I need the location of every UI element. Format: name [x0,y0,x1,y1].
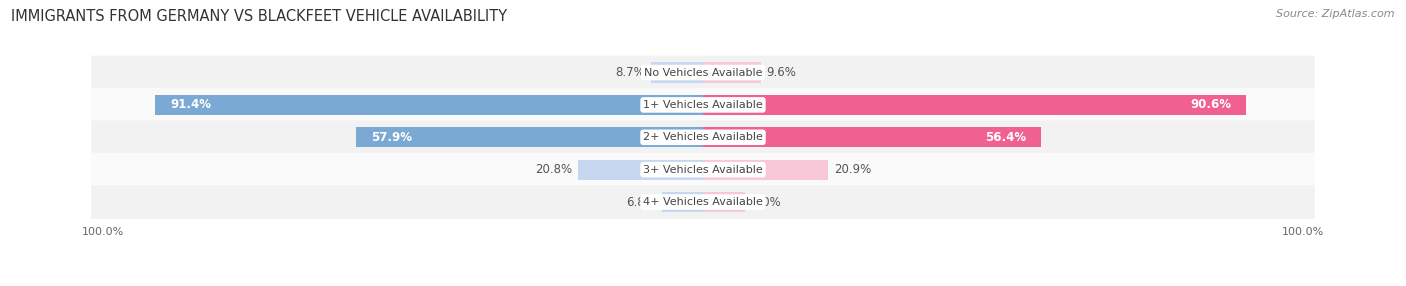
Bar [356,127,703,147]
Text: Source: ZipAtlas.com: Source: ZipAtlas.com [1277,9,1395,19]
Text: 57.9%: 57.9% [371,131,412,144]
FancyBboxPatch shape [91,185,1315,219]
Text: 91.4%: 91.4% [170,98,211,112]
Text: 1+ Vehicles Available: 1+ Vehicles Available [643,100,763,110]
FancyBboxPatch shape [91,120,1315,154]
Bar [703,160,828,180]
FancyBboxPatch shape [91,88,1315,122]
Text: 7.0%: 7.0% [751,196,780,208]
Text: IMMIGRANTS FROM GERMANY VS BLACKFEET VEHICLE AVAILABILITY: IMMIGRANTS FROM GERMANY VS BLACKFEET VEH… [11,9,508,23]
Bar [578,160,703,180]
Text: 2+ Vehicles Available: 2+ Vehicles Available [643,132,763,142]
Bar [703,95,1246,115]
FancyBboxPatch shape [91,153,1315,186]
Text: No Vehicles Available: No Vehicles Available [644,67,762,78]
Text: 56.4%: 56.4% [986,131,1026,144]
Text: 20.9%: 20.9% [834,163,872,176]
Text: 3+ Vehicles Available: 3+ Vehicles Available [643,165,763,175]
Bar [155,95,703,115]
FancyBboxPatch shape [91,56,1315,89]
Bar [703,127,1042,147]
Bar [651,62,703,83]
Text: 9.6%: 9.6% [766,66,796,79]
Text: 6.8%: 6.8% [627,196,657,208]
Bar [703,62,761,83]
Bar [662,192,703,212]
Bar [703,192,745,212]
Text: 20.8%: 20.8% [536,163,572,176]
Text: 90.6%: 90.6% [1191,98,1232,112]
Text: 4+ Vehicles Available: 4+ Vehicles Available [643,197,763,207]
Text: 8.7%: 8.7% [614,66,645,79]
